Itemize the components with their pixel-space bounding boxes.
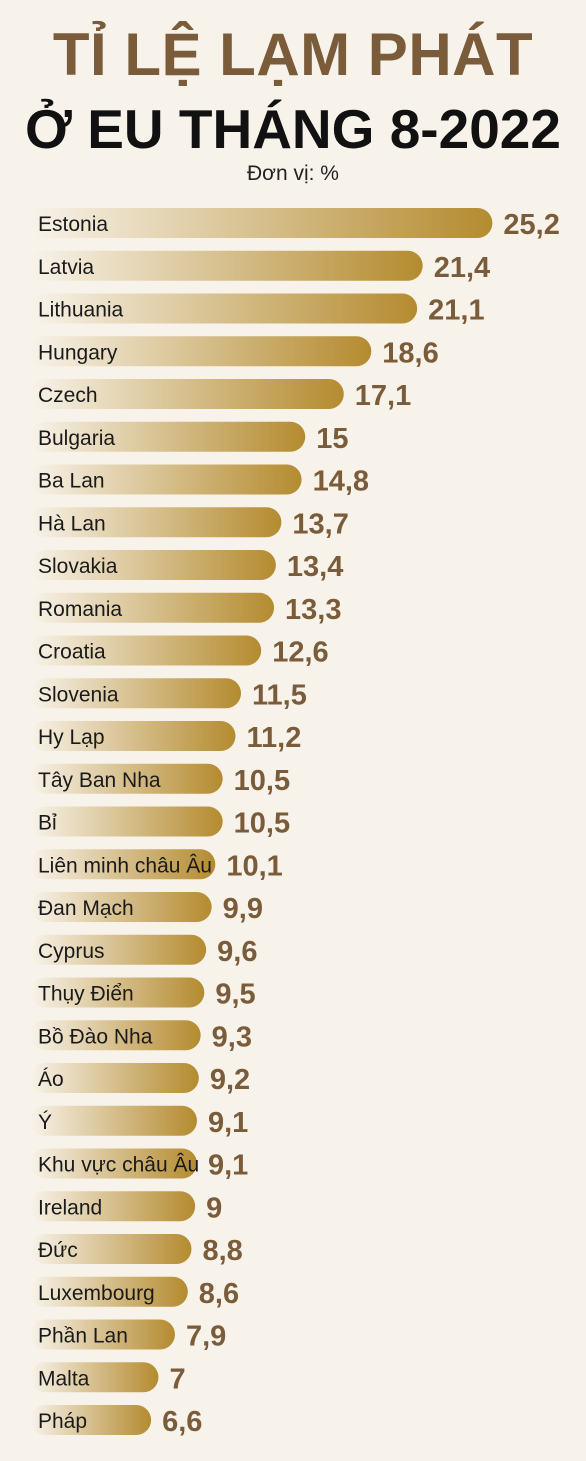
category-label: Ý [38,1111,52,1134]
bar [30,1020,201,1051]
bar [30,678,242,709]
category-label: Latvia [38,256,94,279]
value-label: 8,8 [202,1235,242,1267]
value-label: 10,5 [234,765,290,797]
bar [30,1234,192,1264]
value-label: 7 [169,1363,185,1395]
value-label: 9,5 [215,979,255,1011]
bar [30,1148,197,1179]
bar [30,1063,199,1093]
category-label: Hy Lạp [38,726,105,749]
category-label: Phần Lan [38,1325,128,1348]
bar [30,1105,197,1136]
chart-title-line2: Ở EU THÁNG 8-2022 [25,98,561,160]
value-label: 14,8 [313,466,369,498]
value-label: 15 [316,423,348,455]
bar [30,208,493,238]
value-label: 21,4 [434,252,490,284]
unit-label: Đơn vị: % [247,162,339,185]
value-label: 10,1 [226,850,282,882]
value-label: 12,6 [272,637,328,669]
bar [30,763,223,794]
value-label: 7,9 [186,1321,226,1353]
value-label: 18,6 [382,337,438,369]
category-label: Bồ Đào Nha [38,1025,153,1048]
bar [30,1362,159,1393]
category-label: Czech [38,384,98,407]
bar [30,721,236,751]
chart-title-line1: TỈ LỆ LẠM PHÁT [52,21,534,88]
bar [30,934,207,965]
value-label: 25,2 [503,209,559,241]
value-label: 9,9 [223,893,263,925]
bar [30,379,344,409]
bar [30,1191,196,1222]
bar [30,635,262,666]
value-label: 11,5 [252,679,307,711]
bar [30,592,275,623]
value-label: 9,2 [210,1064,250,1096]
bar [30,336,372,367]
category-label: Luxembourg [38,1282,155,1305]
value-label: 9,1 [208,1107,248,1139]
bars-group: Estonia 25,2 Latvia 21,4 Lithuania 21,1 Hungar… [30,208,560,1438]
category-label: Đức [38,1239,78,1262]
bar [30,464,302,495]
category-label: Cyprus [38,940,105,963]
category-label: Croatia [38,641,106,664]
bar [30,1405,152,1435]
category-label: Đan Mạch [38,897,134,920]
value-label: 8,6 [199,1278,239,1310]
bar [30,1276,188,1307]
category-label: Khu vực châu Âu [38,1154,199,1177]
value-label: 13,7 [292,508,348,540]
value-label: 9 [206,1192,222,1224]
category-label: Thụy Điển [38,983,134,1006]
bar [30,977,205,1008]
category-label: Tây Ban Nha [38,769,161,792]
category-label: Lithuania [38,299,124,322]
value-label: 13,3 [285,594,341,626]
category-label: Bỉ [38,812,57,835]
category-label: Slovenia [38,683,119,706]
category-label: Ba Lan [38,470,105,493]
bar [30,806,223,837]
category-label: Liên minh châu Âu [38,854,212,877]
bar [30,1319,175,1350]
category-label: Hà Lan [38,512,106,535]
value-label: 17,1 [355,380,411,412]
category-label: Pháp [38,1410,87,1433]
bar [30,293,418,324]
category-label: Bulgaria [38,427,115,450]
value-label: 21,1 [428,295,484,327]
category-label: Romania [38,598,122,621]
bar [30,550,276,580]
category-label: Slovakia [38,555,118,578]
value-label: 6,6 [162,1406,202,1438]
value-label: 13,4 [287,551,343,583]
value-label: 9,1 [208,1150,248,1182]
category-label: Estonia [38,213,108,236]
bar [30,421,306,452]
category-label: Hungary [38,341,118,364]
value-label: 11,2 [247,722,302,754]
value-label: 9,3 [212,1021,252,1053]
bar [30,849,216,880]
bar [30,250,423,281]
category-label: Áo [38,1068,64,1091]
category-label: Ireland [38,1196,102,1219]
category-label: Malta [38,1367,90,1390]
value-label: 10,5 [234,808,290,840]
value-label: 9,6 [217,936,257,968]
bar [30,507,282,538]
bar [30,892,212,922]
